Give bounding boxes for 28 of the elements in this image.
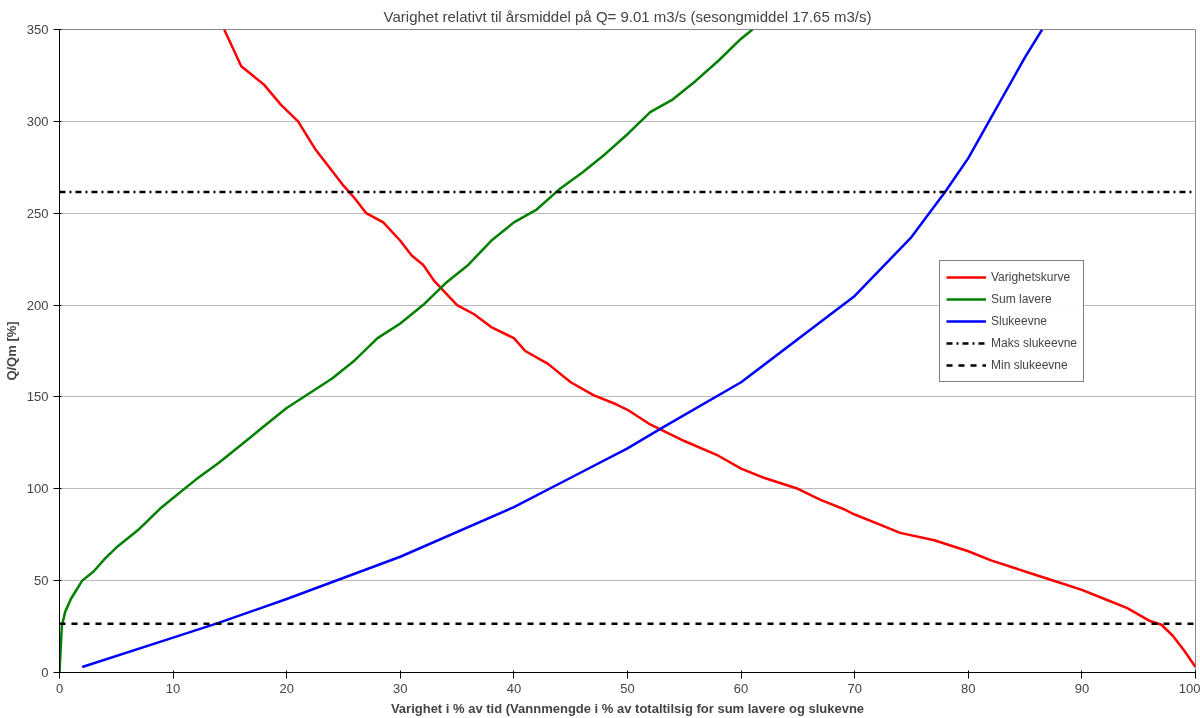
x-tick-label: 90 [1074,680,1090,696]
legend-label: Min slukeevne [991,358,1068,372]
x-tick-label: 70 [847,680,862,696]
y-tick-label: 0 [41,665,49,680]
y-tick-label: 250 [26,205,49,221]
y-tick-label: 200 [26,297,49,313]
x-tick-label: 0 [55,680,64,696]
x-tick-label: 20 [279,680,294,696]
x-tick-label: 10 [165,680,181,696]
x-tick-label: 40 [506,680,522,696]
x-tick-label: 50 [620,680,635,696]
y-tick-label: 350 [26,22,49,37]
y-tick-label: 300 [26,113,49,129]
line-series [222,29,1196,669]
x-axis-title: Varighet i % av tid (Vannmengde i % av totaltilsig for sum lavere og slukevne [390,700,865,716]
y-tick-label: 100 [26,481,49,497]
y-tick-label: 50 [34,573,49,589]
x-tick-label: 30 [393,680,408,696]
y-tick-label: 150 [26,389,49,405]
y-axis-title: Q/Qm [%] [3,321,19,381]
x-tick-label: 60 [733,680,749,696]
legend-label: Sum lavere [991,292,1052,306]
legend-label: Maks slukeevne [991,336,1078,350]
chart-title: Varighet relativt til årsmiddel på Q= 9.01 m3/s (sesongmiddel 17.65 m3/s) [383,7,872,25]
x-tick-label: 80 [961,680,976,696]
legend-label: Slukeevne [991,314,1048,328]
legend-label: Varighetskurve [991,270,1071,284]
x-tick-label: 100 [1178,680,1200,696]
